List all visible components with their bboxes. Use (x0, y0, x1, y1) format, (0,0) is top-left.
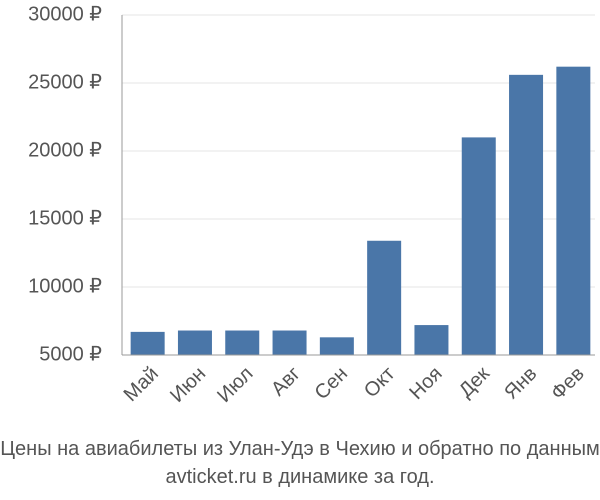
bar (509, 74, 544, 355)
x-tick-label: Фев (547, 363, 589, 405)
bar (556, 66, 591, 356)
chart: 5000 ₽ 10000 ₽ 15000 ₽ 20000 ₽ 25000 ₽ 30000 … (28, 3, 595, 407)
bar (177, 330, 212, 355)
chart-title: Цены на авиабилеты из Улан-Удэ в Чехию и… (0, 438, 600, 488)
bar (272, 330, 307, 355)
bar (225, 330, 260, 355)
x-tick-label: Авг (267, 363, 305, 401)
bar (461, 137, 496, 355)
x-tick-label: Ноя (405, 363, 446, 404)
x-tick-label: Май (120, 363, 163, 406)
y-tick-label: 20000 ₽ (28, 139, 102, 161)
x-tick-label: Сен (311, 363, 352, 404)
x-tick-label: Июл (213, 363, 257, 407)
bar (367, 240, 402, 355)
y-tick-label: 30000 ₽ (28, 3, 102, 25)
y-tick-label: 15000 ₽ (28, 207, 102, 229)
x-tick-label: Янв (500, 363, 541, 404)
x-tick-label: Июн (166, 363, 210, 407)
bar (414, 325, 449, 355)
bar (319, 337, 354, 355)
x-tick-label: Окт (360, 363, 399, 402)
y-tick-label: 25000 ₽ (28, 71, 102, 93)
bar (130, 331, 165, 355)
x-tick-label: Дек (455, 363, 494, 402)
y-tick-label: 10000 ₽ (28, 275, 102, 297)
y-tick-label: 5000 ₽ (39, 343, 102, 365)
